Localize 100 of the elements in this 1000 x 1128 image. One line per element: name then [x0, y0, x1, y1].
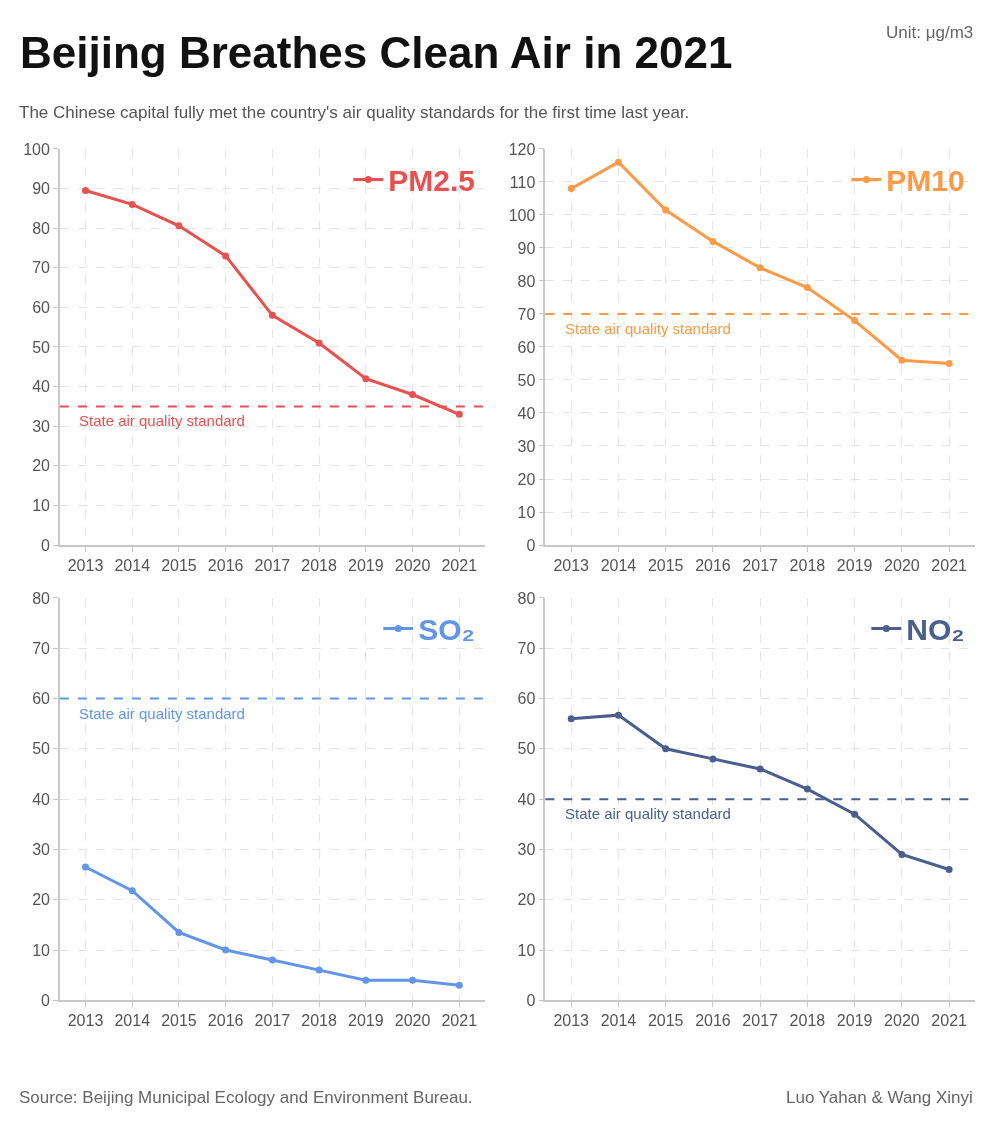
x-tick-label: 2021	[931, 1012, 968, 1030]
x-tick-label: 2014	[600, 556, 637, 574]
x-tick-label: 2020	[884, 1012, 920, 1030]
x-tick-label: 2020	[884, 556, 920, 574]
x-tick-label: 2018	[301, 1012, 337, 1030]
y-tick-label: 80	[32, 589, 51, 607]
x-tick-label: 2017	[742, 556, 779, 574]
x-tick-label: 2018	[301, 556, 337, 574]
y-tick-label: 50	[32, 740, 51, 758]
point	[362, 976, 370, 984]
x-tick-label: 2019	[348, 556, 384, 574]
y-tick-label: 30	[32, 841, 51, 859]
text: Luo Yahan & Wang Xinyi	[786, 1088, 973, 1107]
point	[803, 284, 811, 292]
point	[851, 810, 859, 818]
y-tick-label: 40	[32, 378, 51, 396]
point	[614, 158, 622, 166]
x-tick-label: 2021	[441, 1012, 478, 1030]
point	[175, 222, 183, 230]
point	[315, 339, 323, 347]
point	[455, 410, 463, 418]
y-tick-label: 20	[517, 470, 536, 488]
y-tick-label: 60	[517, 338, 536, 356]
point	[803, 785, 811, 793]
x-tick-label: 2020	[394, 1012, 431, 1030]
y-tick-label: 10	[32, 941, 51, 959]
point	[898, 850, 906, 858]
y-tick-label: 0	[41, 991, 51, 1009]
point	[851, 317, 859, 325]
x-tick-label: 2015	[647, 1012, 684, 1030]
y-tick-label: 10	[517, 503, 536, 521]
chart-subtitle: The Chinese capital fully met the country's air quality standards for the first time last year.	[19, 103, 690, 122]
x-tick-label: 2016	[695, 1012, 731, 1030]
x-tick-label: 2013	[553, 1012, 590, 1030]
ref-line-label: State air quality standard	[565, 805, 731, 822]
y-tick-label: 100	[23, 140, 51, 158]
x-tick-label: 2017	[254, 1012, 291, 1030]
point	[455, 981, 463, 989]
x-tick-label: 2015	[161, 1012, 197, 1030]
point	[222, 252, 230, 260]
x-tick-label: 2017	[742, 1012, 779, 1030]
point	[268, 956, 276, 964]
point	[945, 359, 953, 367]
x-tick-label: 2021	[931, 556, 968, 574]
x-tick-label: 2019	[348, 1012, 384, 1030]
y-tick-label: 60	[32, 690, 51, 708]
y-tick-label: 110	[509, 173, 536, 191]
y-tick-label: 50	[32, 338, 51, 356]
y-tick-label: 60	[517, 690, 536, 708]
x-tick-label: 2014	[114, 556, 151, 574]
y-tick-label: 60	[32, 298, 51, 316]
y-tick-label: 80	[517, 589, 536, 607]
y-tick-label: 90	[32, 180, 51, 198]
x-tick-label: 2019	[836, 556, 873, 574]
y-tick-label: 0	[526, 991, 536, 1009]
x-tick-label: 2013	[553, 556, 590, 574]
y-tick-label: 30	[517, 841, 536, 859]
point	[662, 745, 670, 753]
x-tick-label: 2017	[254, 556, 291, 574]
ref-line-label: State air quality standard	[565, 320, 731, 337]
x-tick-label: 2015	[161, 556, 197, 574]
y-tick-label: 120	[508, 140, 536, 158]
y-tick-label: 70	[32, 639, 51, 657]
y-tick-label: 70	[32, 259, 51, 277]
legend-label: PM10	[886, 164, 965, 198]
y-tick-label: 30	[517, 437, 536, 455]
y-tick-label: 90	[517, 239, 536, 257]
x-tick-label: 2020	[394, 556, 431, 574]
y-tick-label: 70	[517, 305, 536, 323]
legend-label: NO₂	[906, 613, 965, 647]
y-tick-label: 20	[517, 891, 536, 909]
point	[409, 391, 417, 399]
point	[82, 187, 90, 195]
point	[709, 755, 717, 763]
x-tick-label: 2021	[441, 556, 478, 574]
x-tick-label: 2015	[647, 556, 684, 574]
x-tick-label: 2016	[207, 1012, 244, 1030]
point	[898, 356, 906, 364]
point	[662, 206, 670, 214]
x-tick-label: 2018	[789, 1012, 826, 1030]
point	[614, 711, 622, 719]
point	[128, 887, 136, 895]
point	[82, 863, 90, 871]
point	[756, 765, 764, 773]
x-tick-label: 2016	[695, 556, 731, 574]
y-tick-label: 80	[32, 219, 51, 237]
x-tick-label: 2019	[836, 1012, 873, 1030]
y-tick-label: 40	[517, 790, 536, 808]
chart-title: Beijing Breathes Clean Air in 2021	[20, 27, 733, 77]
y-tick-label: 20	[32, 457, 51, 475]
ref-line-label: State air quality standard	[79, 705, 245, 722]
x-tick-label: 2018	[789, 556, 826, 574]
y-tick-label: 10	[517, 941, 536, 959]
ref-line-label: State air quality standard	[79, 412, 245, 429]
x-tick-label: 2016	[207, 556, 244, 574]
point	[709, 237, 717, 245]
y-tick-label: 50	[517, 740, 536, 758]
point	[222, 946, 230, 954]
point	[756, 264, 764, 272]
point	[315, 966, 323, 974]
